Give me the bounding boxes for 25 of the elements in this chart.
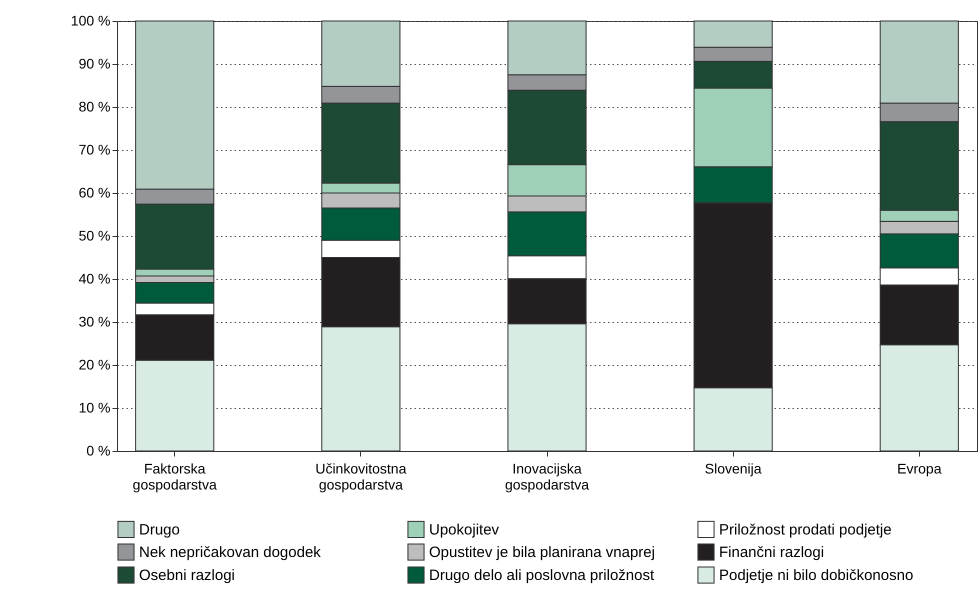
y-tick-label: 60 %	[78, 184, 110, 200]
x-tick-label: Faktorska gospodarstva	[132, 460, 217, 492]
legend-label: Drugo	[139, 521, 180, 538]
y-tick-label: 70 %	[78, 142, 110, 158]
legend-label: Opustitev je bila planirana vnaprej	[429, 544, 655, 561]
y-tick-label: 100 %	[70, 12, 110, 28]
y-tick-label: 90 %	[78, 56, 110, 72]
legend-label: Priložnost prodati podjetje	[719, 521, 892, 538]
legend-label: Upokojitev	[429, 521, 500, 538]
legend-label: Drugo delo ali poslovna priložnost	[429, 567, 655, 584]
legend-label: Osebni razlogi	[139, 567, 235, 584]
y-tick-label: 50 %	[78, 228, 110, 244]
y-tick-label: 80 %	[78, 98, 110, 114]
y-tick-label: 30 %	[78, 314, 110, 330]
y-tick-label: 20 %	[78, 356, 110, 372]
x-tick-label: Učinkovitostna gospodarstva	[315, 460, 407, 492]
x-tick-label: Evropa	[897, 460, 942, 476]
y-tick-label: 0 %	[86, 442, 110, 458]
y-tick-label: 40 %	[78, 270, 110, 286]
legend-label: Finančni razlogi	[719, 544, 824, 561]
legend-label: Nek nepričakovan dogodek	[139, 544, 322, 561]
legend-label: Podjetje ni bilo dobičkonosno	[719, 567, 914, 584]
x-tick-label: Inovacijska gospodarstva	[504, 460, 590, 492]
y-tick-label: 10 %	[78, 400, 110, 416]
x-tick-label: Slovenija	[704, 460, 762, 476]
